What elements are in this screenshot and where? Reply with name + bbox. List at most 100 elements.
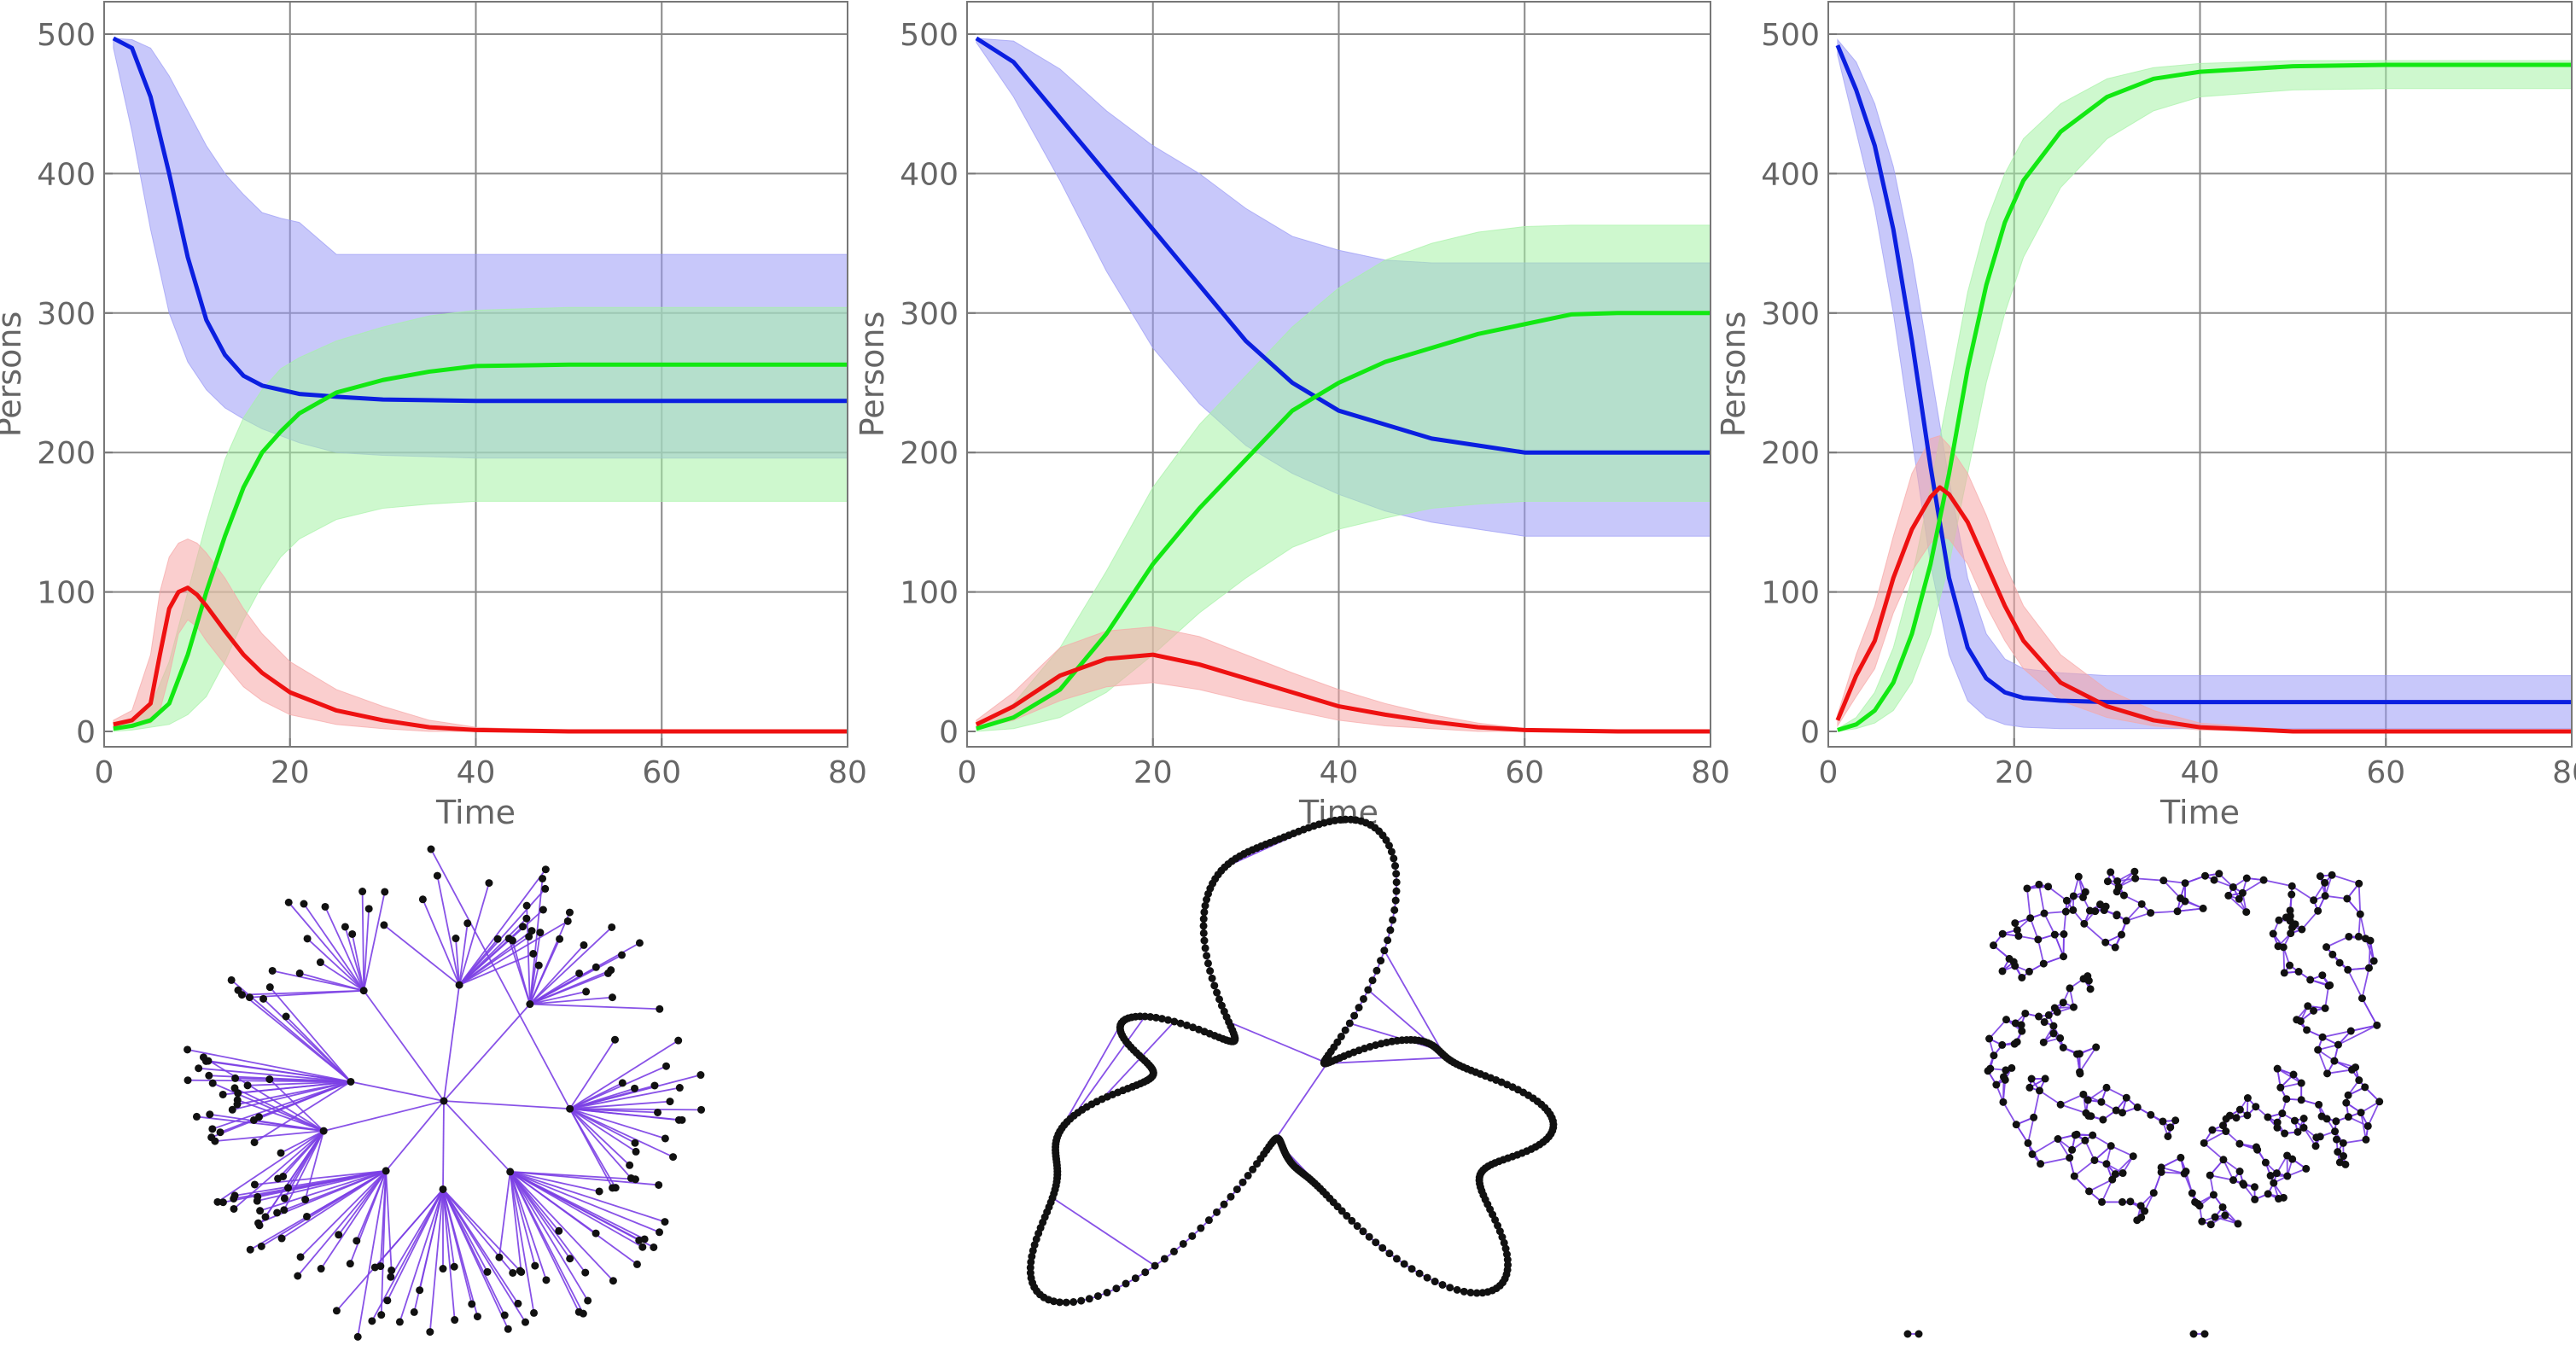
- graph-node: [2027, 1075, 2036, 1083]
- graph-node: [504, 1325, 512, 1333]
- graph-node: [2072, 1130, 2081, 1139]
- graph-node: [2229, 1176, 2237, 1185]
- graph-edge: [2048, 886, 2067, 902]
- graph-node: [2310, 896, 2318, 905]
- graph-edge: [2214, 1216, 2239, 1225]
- graph-node: [2098, 1197, 2107, 1206]
- graph-node: [1365, 1232, 1373, 1241]
- graph-node: [2264, 1113, 2272, 1121]
- graph-node: [2100, 906, 2108, 915]
- graph-node: [2059, 1043, 2067, 1051]
- graph-node: [2118, 930, 2126, 939]
- graph-node: [230, 1084, 239, 1092]
- graph-node: [261, 1213, 270, 1221]
- graph-node: [1206, 967, 1215, 976]
- graph-nodes: [1903, 867, 2384, 1338]
- graph-node: [1446, 1284, 1454, 1292]
- graph-node: [2147, 1110, 2155, 1119]
- graph-node: [508, 936, 516, 945]
- series-line-infected: [113, 585, 848, 734]
- graph-node: [592, 963, 600, 971]
- graph-node: [2328, 950, 2337, 958]
- graph-node: [542, 1276, 551, 1284]
- graph-node: [2066, 984, 2074, 993]
- graph-node: [2012, 1121, 2020, 1129]
- graph-node: [2242, 874, 2251, 882]
- graph-node: [2321, 892, 2329, 900]
- graph-node: [427, 845, 435, 853]
- graph-node: [381, 888, 389, 896]
- graph-node: [2039, 1038, 2048, 1046]
- graph-node: [1350, 1011, 1359, 1020]
- graph-edge: [458, 952, 534, 986]
- graph-node: [522, 901, 531, 910]
- graph-node: [1201, 944, 1209, 952]
- series-line-infected: [975, 652, 1711, 734]
- graph-edge: [529, 966, 597, 1005]
- graph-node: [2084, 1096, 2092, 1104]
- graph-edge: [281, 1170, 387, 1239]
- graph-node: [2198, 1217, 2206, 1226]
- graph-edge: [442, 1188, 519, 1304]
- x-tick-label: 40: [1320, 755, 1359, 790]
- graph-node: [1026, 1263, 1034, 1272]
- graph-edge: [510, 1171, 560, 1232]
- graph-node: [2275, 1195, 2283, 1203]
- graph-node: [2122, 1093, 2130, 1102]
- y-tick-label: 400: [1761, 157, 1820, 192]
- graph-edge: [2210, 1174, 2234, 1181]
- graph-edge: [418, 1189, 444, 1290]
- graph-node: [1233, 1185, 1241, 1194]
- graph-node: [2111, 1170, 2119, 1179]
- graph-edge: [2060, 1093, 2084, 1106]
- graph-node: [2355, 879, 2363, 888]
- graph-node: [216, 1128, 224, 1137]
- graph-node: [246, 1245, 254, 1254]
- graph-edge: [254, 1170, 387, 1185]
- graph-node: [416, 1286, 424, 1295]
- graph-node: [1122, 1279, 1130, 1288]
- graph-node: [1056, 1298, 1064, 1307]
- graph-edge: [509, 1171, 580, 1313]
- series-line-infected: [1835, 485, 2572, 734]
- graph-edge: [510, 1171, 615, 1282]
- graph-node: [2069, 1003, 2078, 1011]
- graph-node: [284, 898, 293, 906]
- graph-edge: [254, 1119, 324, 1133]
- x-tick-label: 40: [2181, 755, 2220, 790]
- graph-node: [2075, 1050, 2084, 1058]
- graph-node: [2194, 1199, 2202, 1208]
- graph-node: [2283, 1172, 2292, 1180]
- graph-edge: [569, 1108, 679, 1121]
- graph-node: [1204, 1216, 1213, 1225]
- graph-node: [2357, 994, 2366, 1003]
- graph-node: [1384, 936, 1392, 945]
- graph-nodes: [184, 845, 706, 1341]
- graph-node: [2293, 1016, 2301, 1024]
- graph-edge: [568, 1108, 616, 1189]
- graph-node: [2294, 968, 2303, 976]
- graph-node: [321, 902, 329, 911]
- graph-node: [1495, 1227, 1504, 1236]
- graph-node: [1093, 1292, 1102, 1301]
- graph-node: [1028, 1252, 1036, 1261]
- graph-node: [1238, 1178, 1247, 1186]
- graph-node: [2282, 1095, 2291, 1104]
- graph-node: [1355, 1004, 1363, 1012]
- graph-node: [2126, 1197, 2135, 1206]
- graph-node: [316, 958, 324, 967]
- graph-node: [2102, 1083, 2111, 1092]
- graph-node: [1215, 995, 1224, 1004]
- graph-node: [250, 1180, 259, 1189]
- graph-edge: [569, 1108, 637, 1153]
- graph-node: [1390, 906, 1399, 914]
- graph-node: [1189, 1023, 1198, 1032]
- graph-node: [237, 991, 246, 999]
- graph-node: [2107, 1142, 2115, 1150]
- graph-node: [2062, 896, 2071, 905]
- graph-node: [455, 981, 463, 989]
- graph-node: [2356, 910, 2364, 918]
- graph-node: [256, 1207, 265, 1215]
- graph-node: [2269, 929, 2277, 938]
- graph-edge: [242, 989, 364, 996]
